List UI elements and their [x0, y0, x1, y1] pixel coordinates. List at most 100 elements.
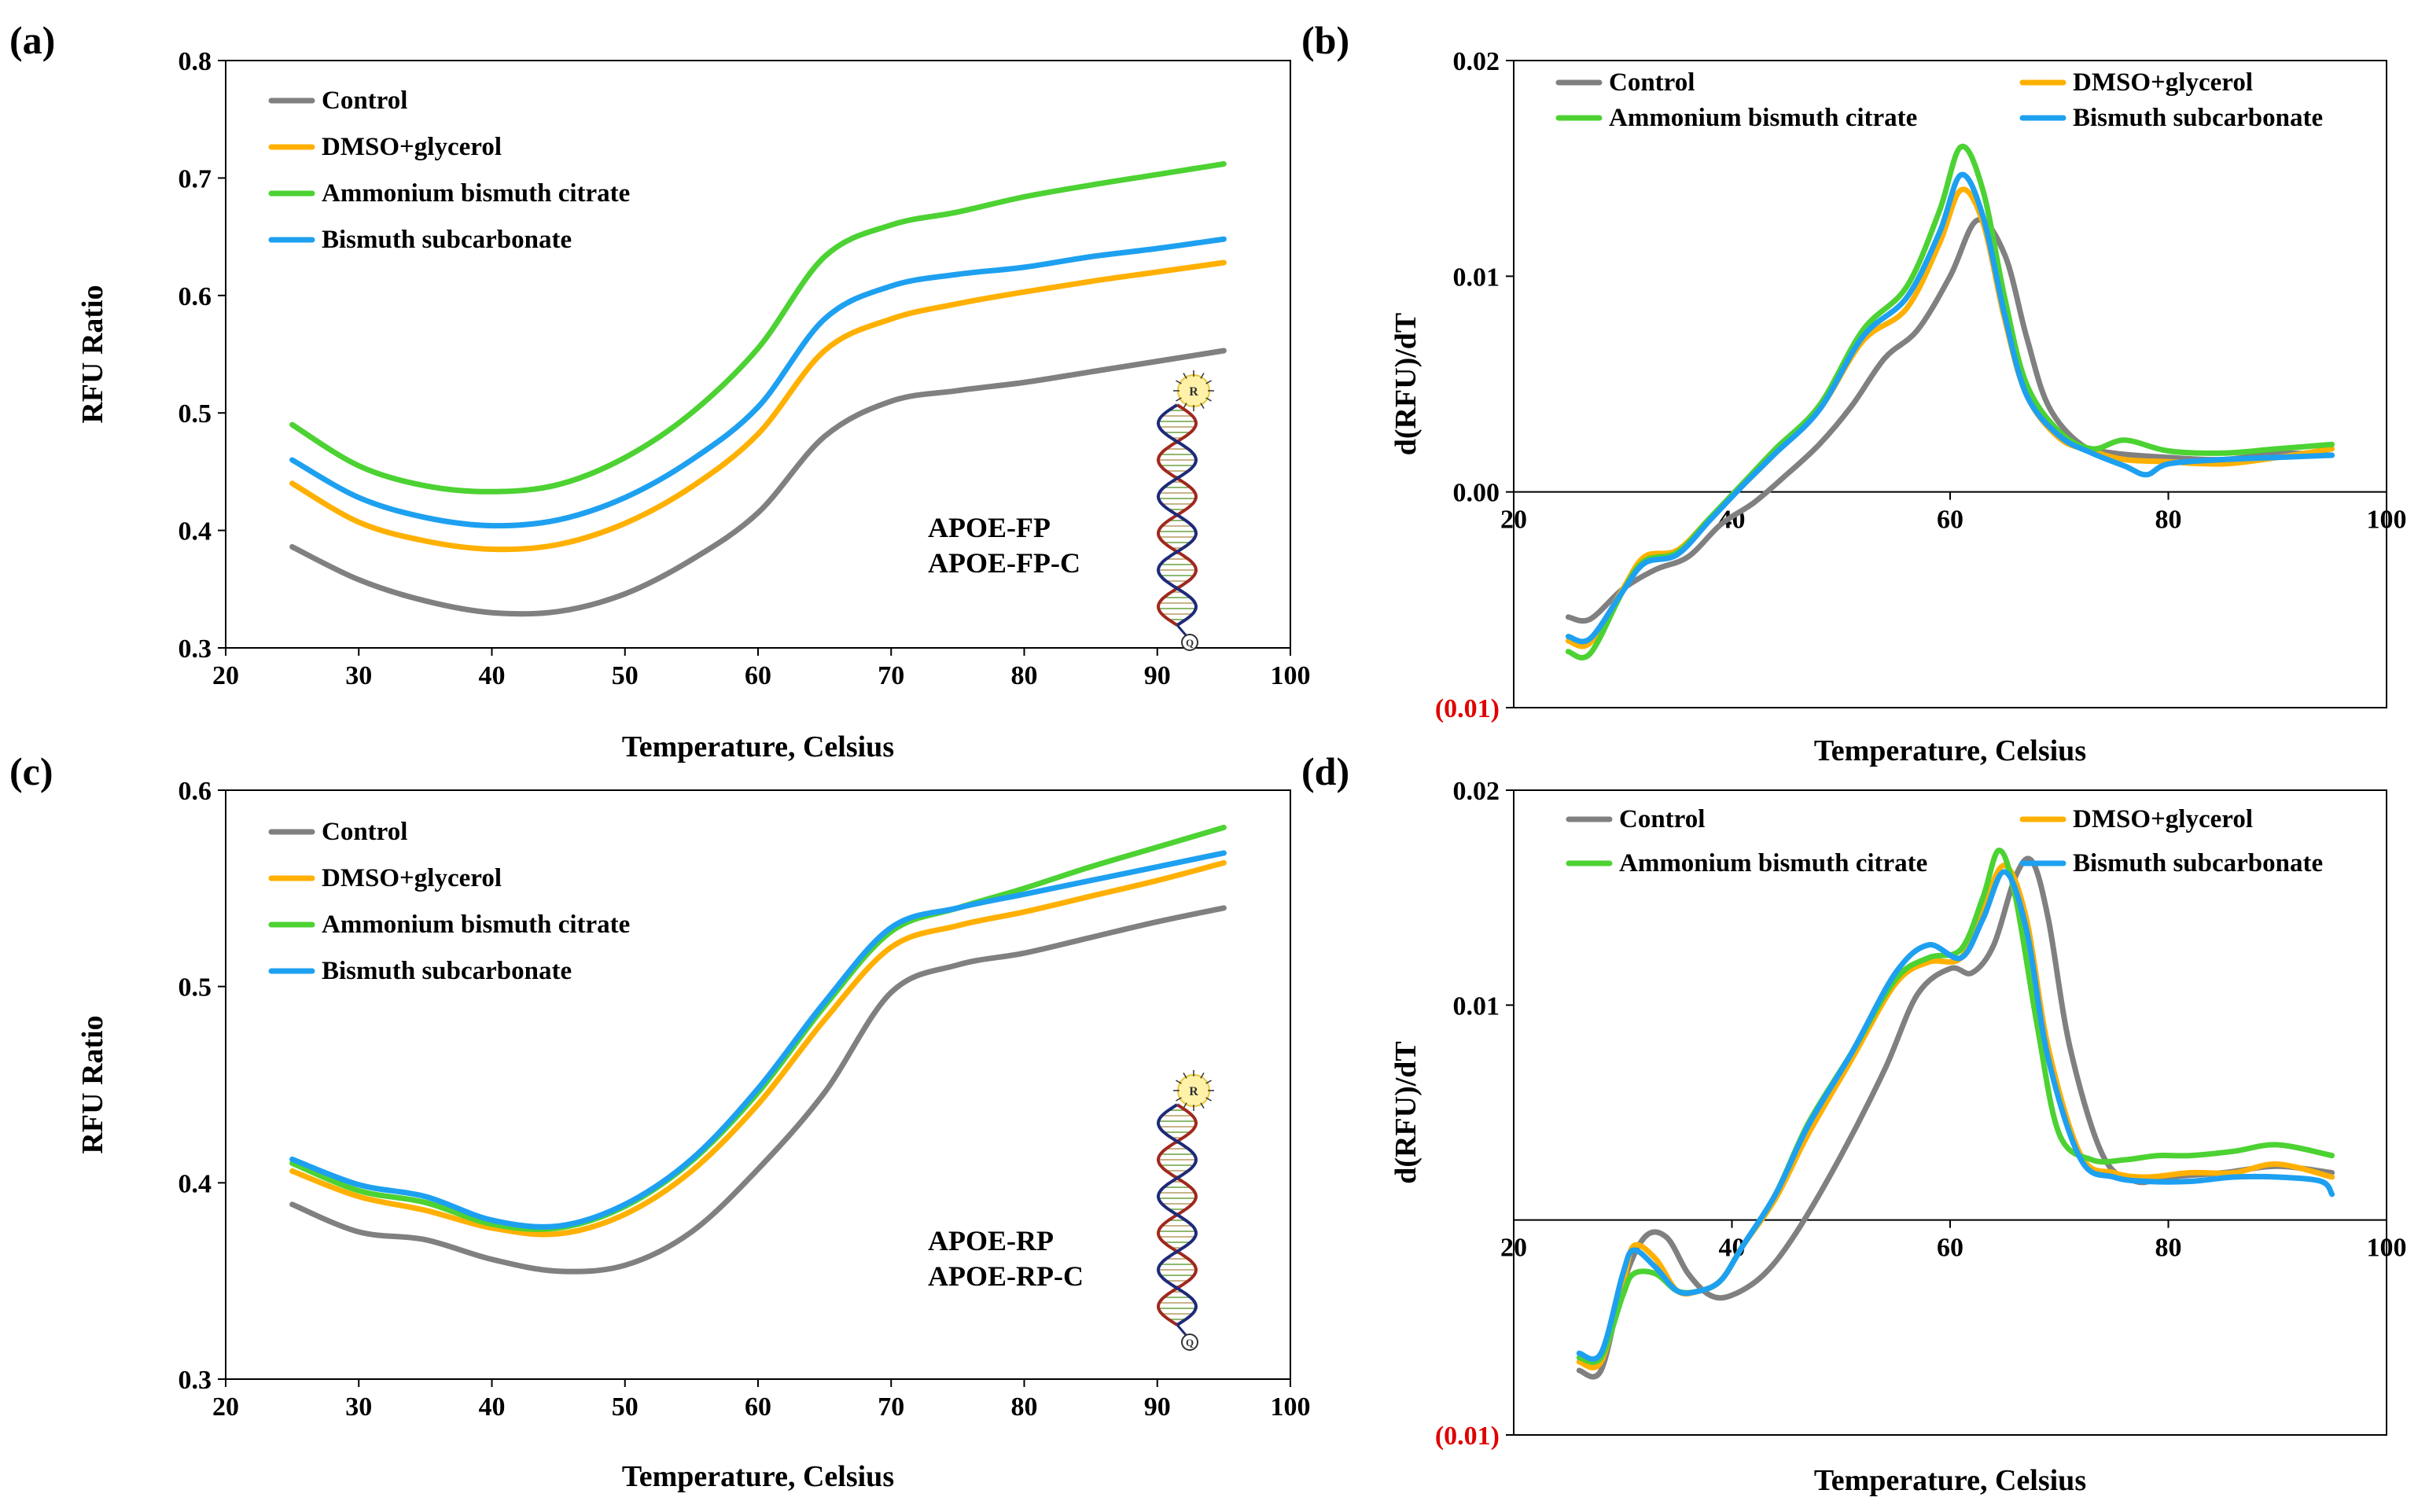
series-line-ammonium-bismuth-citrate — [1565, 143, 2335, 660]
y-tick-label: 0.5 — [178, 973, 212, 1002]
x-tick-label: 40 — [479, 661, 506, 690]
x-tick-label: 50 — [612, 1392, 639, 1422]
panel-label-a: (a) — [9, 18, 55, 62]
legend-label: DMSO+glycerol — [2073, 68, 2253, 97]
x-tick-label: 90 — [1144, 1392, 1171, 1422]
series-line-dmso-glycerol — [289, 859, 1227, 1238]
x-tick-label: 80 — [2155, 506, 2182, 535]
y-axis-title-c: RFU Ratio — [76, 1015, 109, 1153]
x-tick-label: 100 — [1271, 1392, 1311, 1422]
y-axis-title-d: d(RFU)/dT — [1389, 1041, 1422, 1184]
y-tick-label: (0.01) — [1435, 1422, 1500, 1451]
legend-label: DMSO+glycerol — [2073, 805, 2253, 833]
x-tick-label: 20 — [212, 661, 239, 690]
y-tick-label: 0.6 — [178, 282, 212, 311]
y-tick-label: 0.02 — [1453, 47, 1500, 76]
y-tick-label: 0.8 — [178, 47, 212, 76]
svg-text:R: R — [1189, 385, 1198, 399]
legend-label: Bismuth subcarbonate — [2073, 849, 2323, 877]
x-tick-label: 30 — [345, 661, 372, 690]
legend-label: Control — [322, 86, 407, 115]
x-tick-label: 80 — [1011, 661, 1038, 690]
x-tick-label: 30 — [345, 1392, 372, 1422]
svg-text:R: R — [1189, 1085, 1198, 1098]
x-axis-title-a: Temperature, Celsius — [622, 730, 894, 763]
plot-frame-b — [1513, 60, 2387, 708]
x-tick-label: 70 — [878, 661, 904, 690]
legend-label: Ammonium bismuth citrate — [322, 911, 630, 939]
series-line-control — [1565, 217, 2335, 624]
y-tick-label: 0.01 — [1453, 991, 1500, 1021]
legend-label: Bismuth subcarbonate — [322, 957, 572, 985]
probe-annotation: APOE-RP — [928, 1225, 1054, 1256]
dna-probe-illustration: RQ — [1156, 1070, 1214, 1351]
series-line-bismuth-subcarbonate — [1576, 869, 2335, 1363]
legend-label: DMSO+glycerol — [322, 133, 502, 161]
series-line-control — [289, 348, 1227, 617]
x-tick-label: 80 — [1011, 1392, 1038, 1422]
x-tick-label: 20 — [1500, 1234, 1527, 1263]
series-line-ammonium-bismuth-citrate — [1576, 848, 2335, 1365]
x-tick-label: 20 — [212, 1392, 239, 1422]
x-tick-label: 80 — [2155, 1234, 2182, 1263]
x-axis-title-c: Temperature, Celsius — [622, 1460, 894, 1493]
y-tick-label: 0.7 — [178, 164, 212, 193]
x-tick-label: 60 — [1937, 506, 1963, 535]
x-tick-label: 70 — [878, 1392, 904, 1422]
y-tick-label: 0.00 — [1453, 479, 1500, 508]
legend-label: Control — [322, 818, 407, 846]
x-axis-title-d: Temperature, Celsius — [1814, 1464, 2086, 1497]
chart-panel-a: (a) 20 30 40 50 60 70 80 90 100 0.3 0.4 0.5 0.6 0.7 0.8… — [9, 18, 1311, 763]
legend-label: Ammonium bismuth citrate — [322, 179, 630, 208]
chart-panel-c: (c) 20 30 40 50 60 70 80 90 100 0.3 0.4 0.5 0.6 Temper… — [9, 749, 1311, 1493]
series-line-dmso-glycerol — [289, 259, 1227, 553]
svg-text:Q: Q — [1186, 637, 1194, 649]
legend-label: Control — [1609, 68, 1695, 97]
x-tick-label: 100 — [2367, 1234, 2407, 1263]
x-tick-label: 40 — [479, 1392, 506, 1422]
x-tick-label: 60 — [1937, 1234, 1963, 1263]
y-tick-label: 0.5 — [178, 399, 212, 429]
y-tick-label: 0.02 — [1453, 777, 1500, 806]
series-line-dmso-glycerol — [1565, 186, 2335, 649]
x-tick-label: 100 — [1271, 661, 1311, 690]
series-line-bismuth-subcarbonate — [289, 850, 1227, 1230]
x-tick-label: 100 — [2367, 506, 2407, 535]
legend-label: Bismuth subcarbonate — [322, 226, 572, 254]
legend-label: DMSO+glycerol — [322, 864, 502, 892]
x-tick-label: 50 — [612, 661, 639, 690]
panel-label-b: (b) — [1301, 18, 1349, 62]
x-tick-label: 90 — [1144, 661, 1171, 690]
legend-label: Ammonium bismuth citrate — [1609, 104, 1917, 132]
y-tick-label: 0.3 — [178, 1366, 212, 1395]
x-tick-label: 20 — [1500, 506, 1527, 535]
series-line-control — [1576, 855, 2335, 1380]
legend-label: Ammonium bismuth citrate — [1619, 849, 1927, 877]
probe-annotation: APOE-RP-C — [928, 1260, 1084, 1292]
series-line-control — [289, 905, 1227, 1275]
x-tick-label: 60 — [745, 661, 771, 690]
dna-probe-illustration: RQ — [1156, 370, 1214, 651]
svg-text:Q: Q — [1186, 1337, 1194, 1348]
series-line-dmso-glycerol — [1576, 863, 2335, 1370]
series-line-bismuth-subcarbonate — [289, 236, 1227, 529]
y-tick-label: 0.01 — [1453, 263, 1500, 292]
y-tick-label: 0.3 — [178, 635, 212, 664]
probe-annotation: APOE-FP-C — [928, 547, 1080, 579]
panel-label-c: (c) — [9, 749, 53, 793]
y-axis-title-b: d(RFU)/dT — [1389, 313, 1422, 456]
y-axis-title-a: RFU Ratio — [76, 285, 109, 423]
y-tick-label: (0.01) — [1435, 694, 1500, 723]
y-tick-label: 0.6 — [178, 777, 212, 806]
chart-panel-d: (d)20 40 60 80 100(0.01)0.010.02Temperature,… — [1301, 749, 2407, 1497]
plot-frame-d — [1513, 789, 2387, 1436]
y-tick-label: 0.4 — [178, 1169, 212, 1198]
series-line-ammonium-bismuth-citrate — [289, 161, 1227, 495]
legend-label: Control — [1619, 805, 1705, 833]
y-tick-label: 0.4 — [178, 517, 212, 546]
chart-panel-b: (b)20 40 60 80 100(0.01)0.000.010.02Temperat… — [1301, 18, 2407, 767]
x-axis-title-b: Temperature, Celsius — [1814, 734, 2086, 767]
legend-label: Bismuth subcarbonate — [2073, 104, 2323, 132]
x-tick-label: 60 — [745, 1392, 771, 1422]
